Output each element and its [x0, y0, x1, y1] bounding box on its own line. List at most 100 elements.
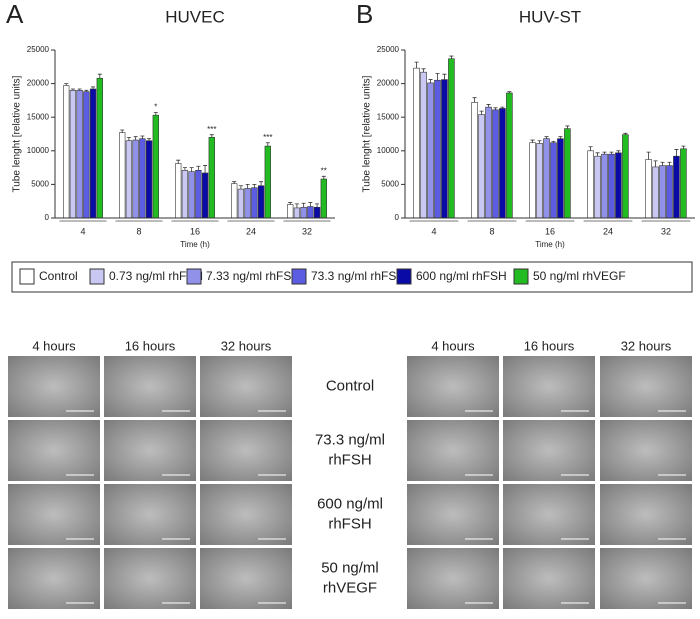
error-bar: [97, 73, 102, 79]
x-axis-label: Time (h): [535, 240, 565, 249]
error-bar: [544, 136, 549, 139]
bar: [307, 206, 314, 219]
chart-title: HUV-ST: [519, 7, 581, 26]
error-bar: [653, 160, 658, 167]
y-tick-label: 10000: [377, 146, 400, 155]
error-bar: [421, 68, 426, 73]
micrograph: [407, 420, 499, 481]
legend-label: 50 ng/ml rhVEGF: [533, 269, 626, 283]
error-bar: [681, 145, 686, 149]
bar: [666, 165, 673, 219]
micrograph: [503, 420, 595, 481]
micrograph: [407, 484, 499, 545]
error-bar: [315, 203, 320, 208]
row-label: rhFSH: [328, 451, 371, 468]
micrograph: [200, 420, 292, 481]
error-bar: [140, 135, 145, 139]
error-bar: [646, 151, 651, 160]
y-tick-label: 15000: [27, 112, 50, 121]
x-tick-label: 4: [80, 226, 85, 236]
micrograph: [600, 484, 692, 545]
error-bar: [64, 83, 69, 86]
row-label: 50 ng/ml: [321, 559, 379, 576]
bar: [287, 204, 294, 219]
bar: [237, 188, 245, 219]
error-bar: [442, 73, 447, 80]
micrograph: [200, 356, 292, 417]
bar: [293, 207, 301, 219]
error-bar: [176, 159, 181, 164]
legend-label: Control: [39, 269, 78, 283]
legend-label: 600 ng/ml rhFSH: [416, 269, 507, 283]
bar: [251, 187, 258, 219]
legend-box: [11, 261, 693, 293]
micrograph: [503, 548, 595, 609]
bar: [564, 128, 571, 219]
legend-swatch: [513, 268, 529, 285]
bar: [434, 79, 441, 219]
micrograph: [8, 420, 100, 481]
bar: [145, 140, 153, 219]
bar: [485, 106, 492, 219]
error-bar: [530, 139, 535, 143]
error-bar: [414, 61, 419, 69]
bar: [257, 185, 265, 219]
y-tick-label: 20000: [27, 79, 50, 88]
error-bar: [507, 91, 512, 94]
x-tick-label: 24: [603, 226, 613, 236]
panel-label: B: [356, 0, 373, 29]
micrograph: [200, 548, 292, 609]
error-bar: [616, 150, 621, 153]
error-bar: [209, 134, 214, 138]
bar: [557, 138, 564, 219]
error-bar: [77, 88, 82, 91]
error-bar: [301, 202, 306, 208]
error-bar: [126, 136, 131, 141]
bar: [499, 108, 506, 219]
bar: [680, 148, 687, 219]
error-bar: [428, 79, 433, 83]
error-bar: [70, 88, 75, 91]
legend-swatch: [89, 268, 105, 285]
micrograph: [600, 420, 692, 481]
error-bar: [147, 138, 152, 141]
significance: ***: [207, 125, 216, 134]
error-bar: [91, 86, 96, 89]
bar: [195, 169, 202, 219]
x-tick-label: 16: [190, 226, 200, 236]
error-bar: [667, 161, 672, 166]
bar: [441, 79, 448, 219]
bar: [139, 138, 146, 219]
error-bar: [449, 55, 454, 59]
error-bar: [660, 161, 665, 166]
error-bar: [308, 202, 313, 207]
legend-swatch: [291, 268, 307, 285]
row-label: rhVEGF: [323, 579, 377, 596]
legend-swatch: [396, 268, 412, 285]
bar: [645, 159, 652, 219]
error-bar: [602, 151, 607, 155]
bar: [420, 71, 427, 219]
bar: [594, 155, 601, 219]
significance: **: [321, 166, 327, 175]
significance: ***: [263, 133, 272, 142]
bar: [119, 132, 126, 219]
legend-label: 73.3 ng/ml rhFSH: [311, 269, 405, 283]
bar: [622, 134, 629, 219]
micrograph: [8, 356, 100, 417]
error-bar: [321, 175, 326, 180]
row-label: rhFSH: [328, 515, 371, 532]
error-bar: [435, 73, 440, 81]
bar: [188, 171, 195, 219]
x-tick-label: 32: [302, 226, 312, 236]
error-bar: [238, 185, 243, 190]
y-tick-label: 25000: [27, 45, 50, 54]
error-bar: [623, 132, 628, 135]
bar: [478, 114, 485, 219]
bar: [201, 172, 209, 219]
row-label: 73.3 ng/ml: [315, 431, 385, 448]
x-tick-label: 8: [489, 226, 494, 236]
y-tick-label: 25000: [377, 45, 400, 54]
error-bar: [294, 203, 299, 208]
